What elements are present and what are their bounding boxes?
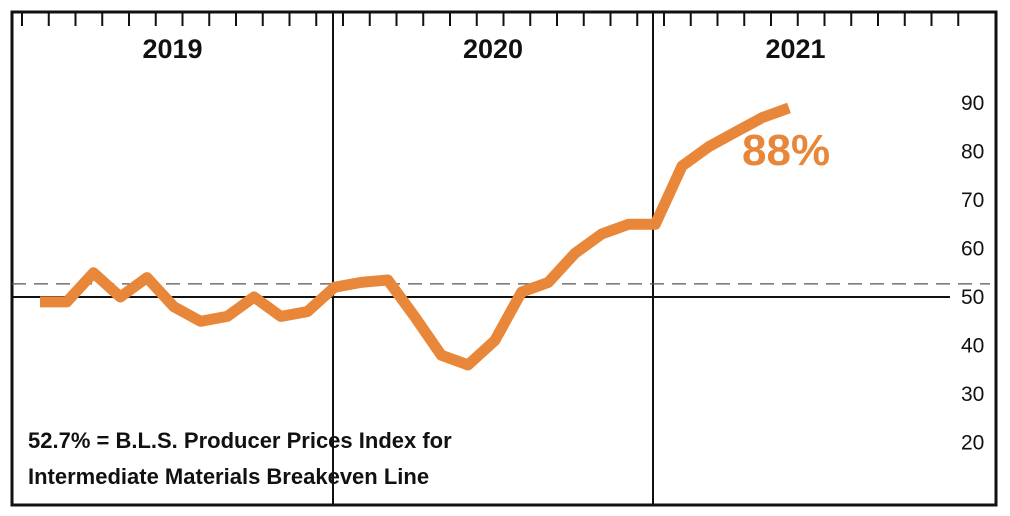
y-tick-label: 90: [961, 92, 984, 115]
y-axis-labels: 20 30 40 50 60 70 80 90: [961, 92, 984, 455]
y-tick-label: 80: [961, 141, 984, 164]
note-line-2: Intermediate Materials Breakeven Line: [28, 464, 429, 489]
y-tick-label: 20: [961, 432, 984, 455]
chart-frame: [10, 10, 998, 507]
month-ticks: [21, 12, 960, 26]
y-tick-label: 60: [961, 238, 984, 261]
series: [40, 102, 791, 371]
callout-label: 88%: [742, 126, 830, 175]
y-tick-label: 30: [961, 383, 984, 406]
series-line: [40, 102, 791, 371]
y-tick-label: 50: [961, 286, 984, 309]
year-labels: 2019 2020 2021: [142, 34, 825, 64]
year-label: 2019: [142, 34, 202, 64]
y-tick-label: 70: [961, 189, 984, 212]
note-line-1: 52.7% = B.L.S. Producer Prices Index for: [28, 428, 452, 453]
y-tick-label: 40: [961, 335, 984, 358]
year-label: 2020: [463, 34, 523, 64]
year-label: 2021: [765, 34, 825, 64]
breakeven-note: 52.7% = B.L.S. Producer Prices Index for…: [28, 428, 452, 489]
